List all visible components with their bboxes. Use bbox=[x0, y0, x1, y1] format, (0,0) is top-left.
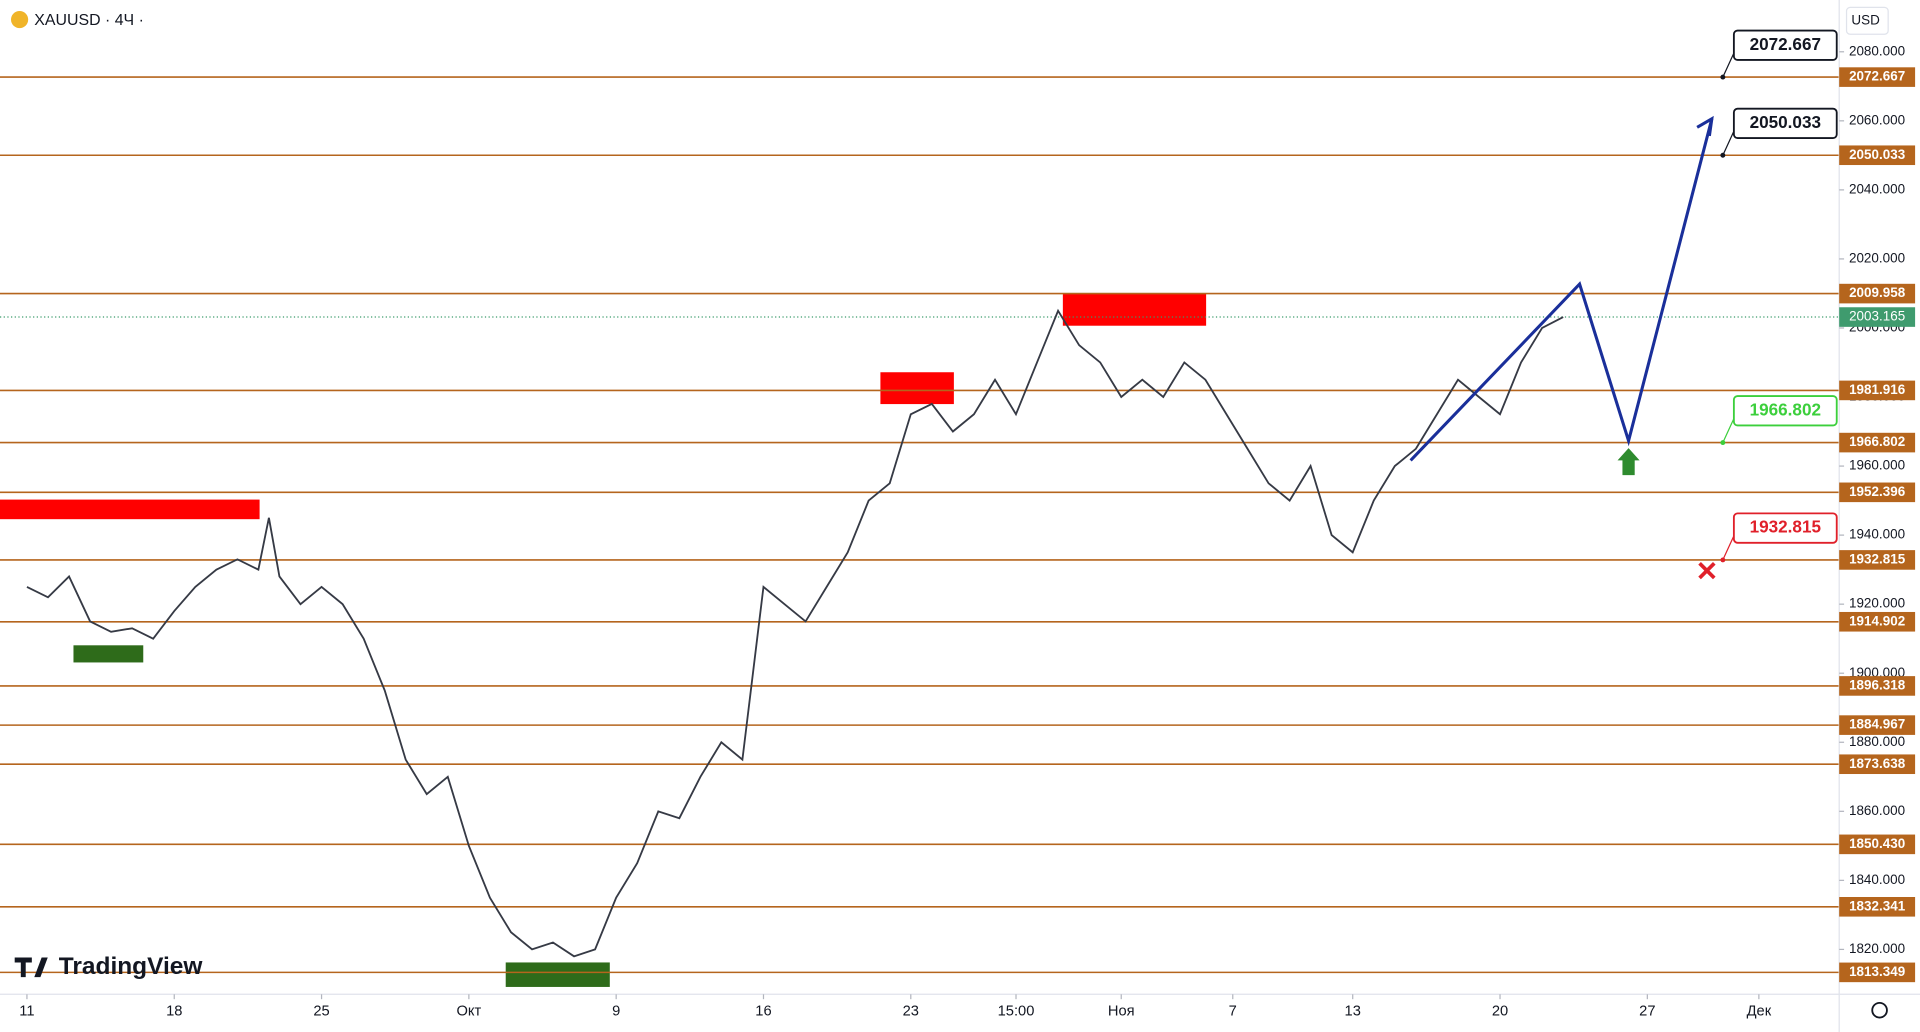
plot-area bbox=[0, 76, 1840, 974]
level-label-box bbox=[1839, 482, 1916, 503]
level-label: 1966.802 bbox=[1849, 434, 1905, 449]
stop-cross bbox=[1698, 561, 1716, 580]
level-label: 1981.916 bbox=[1849, 382, 1905, 397]
callout-label: 2072.667 bbox=[1750, 34, 1821, 54]
x-tick-label: Дек bbox=[1747, 1003, 1772, 1019]
y-tick-label: 1900.000 bbox=[1849, 665, 1905, 680]
level-label: 1813.349 bbox=[1849, 964, 1905, 979]
price-line bbox=[26, 308, 1564, 958]
x-tick-label: Ноя bbox=[1108, 1003, 1135, 1019]
last-price-label: 2003.165 bbox=[1849, 309, 1905, 324]
y-tick-label: 2060.000 bbox=[1849, 112, 1905, 127]
projection-path bbox=[1409, 118, 1714, 462]
level-label: 1873.638 bbox=[1849, 756, 1906, 771]
y-tick-label: 2040.000 bbox=[1849, 181, 1905, 196]
x-tick-label: 15:00 bbox=[998, 1003, 1035, 1019]
y-tick-label: 1880.000 bbox=[1849, 734, 1905, 749]
x-tick-label: 16 bbox=[755, 1003, 771, 1019]
supply-zone bbox=[1062, 293, 1207, 326]
brand: TradingView bbox=[59, 953, 204, 980]
level-label-box bbox=[1839, 380, 1916, 401]
callout-box bbox=[1732, 512, 1838, 544]
y-tick-label: 1920.000 bbox=[1849, 596, 1905, 611]
y-tick-label: 1860.000 bbox=[1849, 803, 1905, 818]
x-tick-label: 13 bbox=[1345, 1003, 1361, 1019]
x-tick-label: 7 bbox=[1229, 1003, 1237, 1019]
level-label-box bbox=[1839, 754, 1916, 775]
level-label-box bbox=[1839, 283, 1916, 304]
level-label-box bbox=[1839, 611, 1916, 632]
level-label: 1932.815 bbox=[1849, 551, 1906, 566]
level-label-box bbox=[1839, 962, 1916, 983]
level-label-box bbox=[1839, 145, 1916, 166]
level-label-box bbox=[1839, 550, 1916, 570]
x-tick-label: 9 bbox=[612, 1003, 620, 1019]
level-label: 1850.430 bbox=[1849, 836, 1905, 851]
currency-button[interactable] bbox=[1845, 6, 1889, 35]
y-tick-label: 1820.000 bbox=[1849, 941, 1905, 956]
x-tick-label: 11 bbox=[19, 1003, 34, 1019]
x-tick-label: 27 bbox=[1639, 1003, 1655, 1019]
y-tick-label: 1940.000 bbox=[1849, 527, 1905, 542]
level-label: 1896.318 bbox=[1849, 677, 1906, 692]
y-tick-label: 2080.000 bbox=[1849, 43, 1905, 58]
x-tick-label: 25 bbox=[313, 1003, 329, 1019]
callout-point bbox=[1720, 74, 1726, 80]
level-label: 2009.958 bbox=[1849, 285, 1906, 300]
x-tick-label: 20 bbox=[1492, 1003, 1508, 1019]
level-label: 1884.967 bbox=[1849, 717, 1905, 732]
level-label-box bbox=[1839, 834, 1916, 855]
callout-point bbox=[1720, 152, 1726, 158]
x-tick-label: 18 bbox=[166, 1003, 182, 1019]
x-tick-label: 23 bbox=[903, 1003, 919, 1019]
level-label: 1914.902 bbox=[1849, 613, 1905, 628]
supply-zone bbox=[0, 499, 260, 520]
callout-box bbox=[1732, 395, 1838, 427]
callout-point bbox=[1720, 440, 1726, 446]
callout-label: 2050.033 bbox=[1750, 112, 1821, 132]
x-tick-label: Окт bbox=[456, 1003, 481, 1019]
callout-label: 1966.802 bbox=[1750, 399, 1821, 419]
level-label-box bbox=[1839, 676, 1916, 696]
settings-button[interactable] bbox=[1871, 1001, 1888, 1019]
last-price-box bbox=[1839, 307, 1916, 327]
level-label: 2050.033 bbox=[1849, 147, 1905, 162]
level-label: 1952.396 bbox=[1849, 484, 1905, 499]
y-tick-label: 2020.000 bbox=[1849, 250, 1905, 265]
symbol: XAUUSD · 4Ч · bbox=[34, 12, 144, 29]
callout-label: 1932.815 bbox=[1750, 517, 1822, 537]
callout-box bbox=[1732, 29, 1838, 61]
currency: USD bbox=[1851, 12, 1880, 27]
level-label: 2072.667 bbox=[1849, 69, 1905, 84]
projection-arrowhead bbox=[1696, 115, 1714, 137]
level-label: 1832.341 bbox=[1849, 898, 1906, 913]
callout-point bbox=[1720, 557, 1726, 563]
demand-zone bbox=[505, 962, 610, 987]
buy-arrow bbox=[1617, 448, 1640, 476]
level-label-box bbox=[1839, 67, 1916, 87]
demand-zone bbox=[73, 645, 144, 663]
level-label-box bbox=[1839, 897, 1916, 917]
logo: TradingView bbox=[14, 953, 204, 980]
symbol-icon bbox=[11, 11, 29, 29]
y-tick-label: 1960.000 bbox=[1849, 458, 1905, 473]
callout-box bbox=[1732, 107, 1838, 140]
supply-zone bbox=[880, 372, 954, 405]
level-label-box bbox=[1839, 432, 1916, 453]
y-tick-label: 1840.000 bbox=[1849, 872, 1905, 887]
level-label-box bbox=[1839, 715, 1916, 735]
